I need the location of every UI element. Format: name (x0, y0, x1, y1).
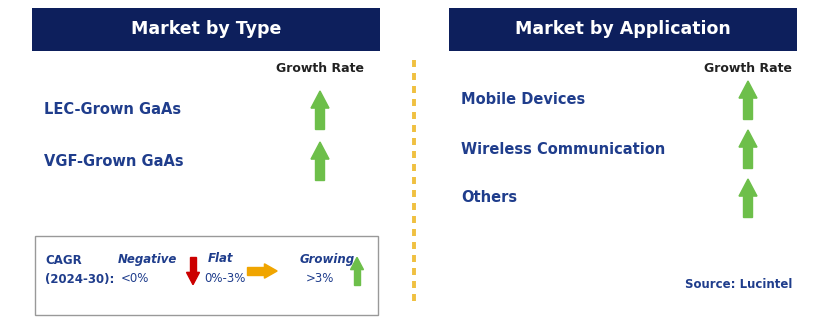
Text: Source: Lucintel: Source: Lucintel (684, 277, 791, 290)
Polygon shape (247, 267, 264, 274)
FancyBboxPatch shape (35, 236, 378, 315)
Text: Growth Rate: Growth Rate (276, 62, 363, 75)
Text: Wireless Communication: Wireless Communication (460, 141, 664, 156)
Text: Others: Others (460, 190, 517, 205)
Text: Growing: Growing (300, 253, 354, 265)
Text: CAGR: CAGR (45, 255, 82, 268)
Polygon shape (315, 159, 324, 180)
Polygon shape (310, 142, 329, 159)
Polygon shape (743, 196, 752, 217)
Text: Mobile Devices: Mobile Devices (460, 93, 585, 108)
Polygon shape (190, 257, 196, 272)
Text: Market by Application: Market by Application (514, 21, 730, 38)
FancyBboxPatch shape (449, 8, 796, 51)
Polygon shape (738, 130, 756, 147)
Polygon shape (186, 272, 200, 285)
FancyBboxPatch shape (32, 8, 379, 51)
Text: Flat: Flat (208, 253, 233, 265)
Polygon shape (743, 147, 752, 168)
Text: Negative: Negative (118, 253, 177, 265)
Text: Market by Type: Market by Type (131, 21, 281, 38)
Polygon shape (738, 179, 756, 196)
Text: >3%: >3% (306, 273, 334, 286)
Polygon shape (354, 270, 360, 285)
Polygon shape (743, 98, 752, 119)
Polygon shape (350, 257, 363, 270)
Text: Growth Rate: Growth Rate (703, 62, 791, 75)
Polygon shape (738, 81, 756, 98)
Polygon shape (264, 264, 277, 278)
Polygon shape (315, 108, 324, 129)
Polygon shape (310, 91, 329, 108)
Text: <0%: <0% (121, 273, 149, 286)
Text: (2024-30):: (2024-30): (45, 273, 114, 286)
Text: 0%-3%: 0%-3% (204, 273, 245, 286)
Text: VGF-Grown GaAs: VGF-Grown GaAs (44, 154, 184, 169)
Text: LEC-Grown GaAs: LEC-Grown GaAs (44, 102, 181, 117)
